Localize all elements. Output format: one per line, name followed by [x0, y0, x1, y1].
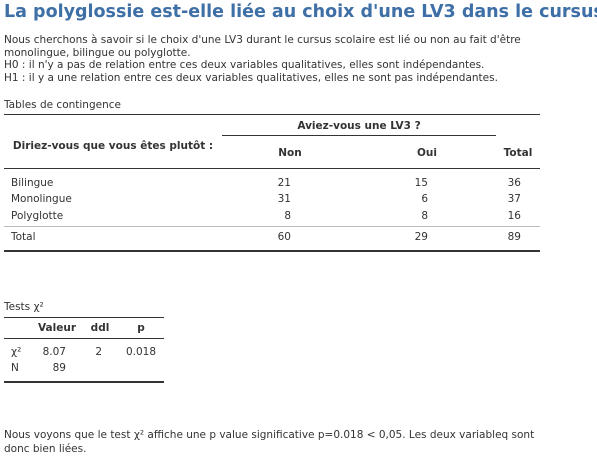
- contingency-table-label: Tables de contingence: [4, 99, 121, 111]
- cell-value: 8.07: [42, 346, 66, 358]
- total-value: 60: [277, 231, 291, 243]
- cell-value: 8: [421, 210, 428, 222]
- row-label: χ²: [11, 346, 22, 358]
- chi2-header-ddl: ddl: [90, 322, 110, 334]
- total-value: 29: [414, 231, 428, 243]
- row-label: Monolingue: [11, 193, 72, 205]
- total-value: 89: [507, 231, 521, 243]
- row-label: N: [11, 362, 19, 374]
- cell-value: 15: [414, 177, 428, 189]
- cell-value: 31: [277, 193, 291, 205]
- row-label: Polyglotte: [11, 210, 64, 222]
- page-title: La polyglossie est-elle liée au choix d'…: [4, 2, 597, 22]
- column-header-total: Total: [503, 147, 533, 159]
- hypothesis-h0: H0 : il n'y a pas de relation entre ces …: [4, 59, 485, 72]
- table-bottom-rule: [4, 250, 540, 252]
- row-label: Bilingue: [11, 177, 54, 189]
- cell-value: 0.018: [125, 346, 156, 358]
- intro-line: Nous cherchons à savoir si le choix d'un…: [4, 34, 521, 59]
- chi2-bottom-rule: [4, 381, 164, 383]
- cell-value: 37: [507, 193, 521, 205]
- group-header-rule: [222, 135, 496, 136]
- cell-value: 36: [507, 177, 521, 189]
- conclusion-text: Nous voyons que le test χ² affiche une p…: [4, 429, 535, 455]
- cell-value: 16: [507, 210, 521, 222]
- chi2-header-p: p: [137, 322, 145, 334]
- column-header-oui: Oui: [416, 147, 437, 159]
- intro-text: Nous cherchons à savoir si le choix d'un…: [4, 34, 564, 84]
- header-rule: [4, 168, 540, 169]
- total-label: Total: [11, 231, 36, 243]
- chi2-table-label: Tests χ²: [4, 301, 44, 313]
- chi2-header-rule: [4, 338, 164, 339]
- total-separator: [4, 226, 540, 227]
- column-header-non: Non: [278, 147, 302, 159]
- cell-value: 21: [277, 177, 291, 189]
- chi2-header-valeur: Valeur: [37, 322, 76, 334]
- row-header: Diriez-vous que vous êtes plutôt :: [12, 140, 214, 152]
- table-top-rule: [4, 114, 540, 115]
- cell-value: 2: [95, 346, 102, 358]
- cell-value: 8: [284, 210, 291, 222]
- cell-value: 89: [52, 362, 66, 374]
- cell-value: 6: [421, 193, 428, 205]
- chi2-top-rule: [4, 317, 164, 318]
- group-header: Aviez-vous une LV3 ?: [297, 120, 421, 132]
- hypothesis-h1: H1 : il y a une relation entre ces deux …: [4, 71, 498, 84]
